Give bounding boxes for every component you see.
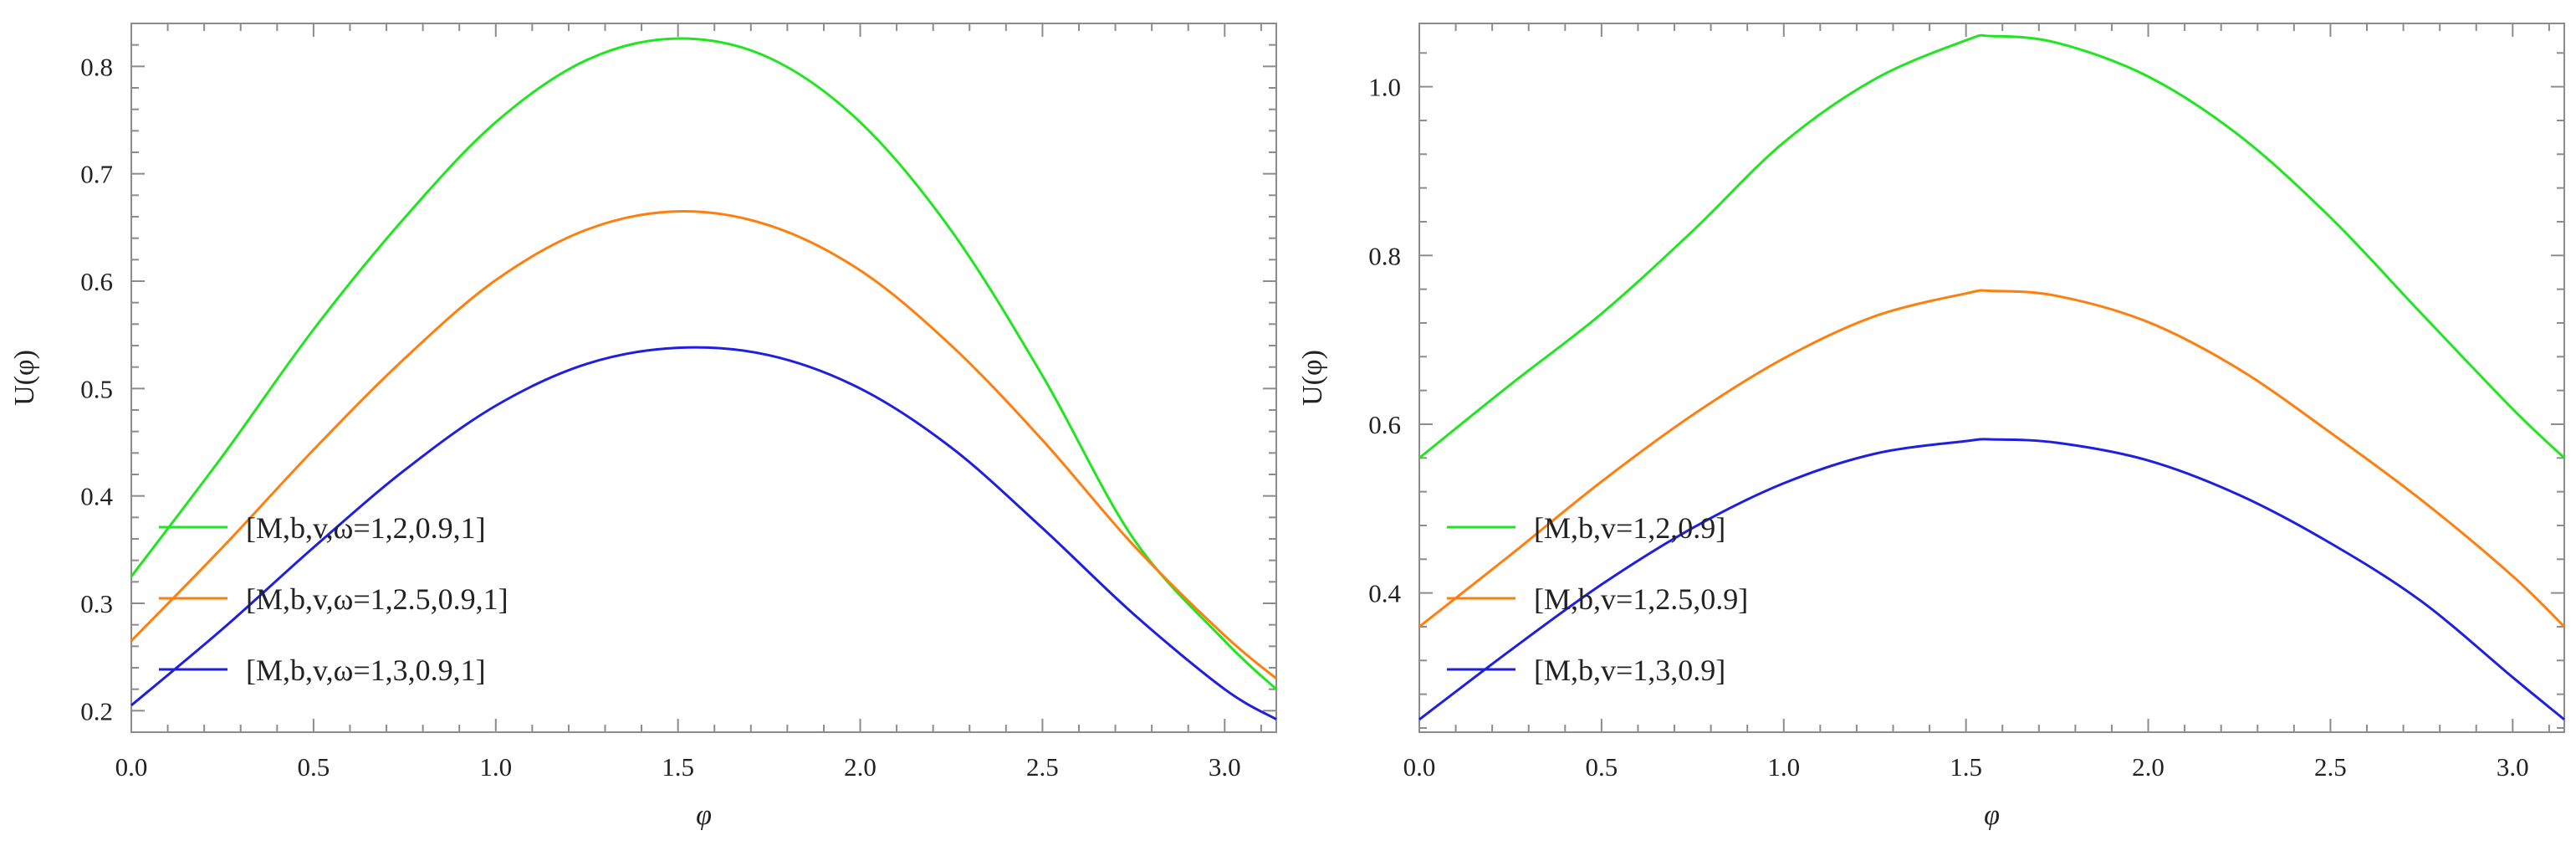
plot-frame [1418,23,2565,733]
series-line-1 [1418,33,2566,459]
x-axis-label: φ [696,800,712,831]
series-line-3 [1418,438,2565,721]
x-tick-label: 0.5 [1586,752,1618,782]
x-tick-label: 1.0 [1767,752,1800,782]
x-tick-label: 1.5 [1950,752,1982,782]
legend-entry: [M,b,v,ω=1,2,0.9,1] [246,511,486,545]
legend-entry: [M,b,v,ω=1,3,0.9,1] [246,654,486,687]
y-tick-label: 0.5 [80,374,113,403]
y-tick-label: 0.2 [80,696,113,725]
legend-entry: [M,b,v=1,3,0.9] [1534,654,1725,687]
y-tick-label: 1.0 [1368,73,1401,102]
x-tick-label: 2.0 [2132,752,2165,782]
x-tick-label: 3.0 [1209,752,1241,782]
x-tick-label: 1.5 [662,752,694,782]
y-tick-label: 0.6 [1368,410,1401,439]
series-line-2 [1418,289,2566,628]
y-tick-label: 0.4 [80,482,113,511]
x-tick-label: 2.0 [844,752,877,782]
x-tick-label: 2.5 [2314,752,2347,782]
series-line-1 [130,37,1278,690]
y-axis-label: U(φ) [9,350,40,406]
legend-entry: [M,b,v=1,2,0.9] [1534,511,1725,545]
y-tick-label: 0.8 [1368,241,1401,270]
y-axis-label: U(φ) [1297,350,1328,406]
x-tick-label: 3.0 [2497,752,2529,782]
legend-entry: [M,b,v=1,2.5,0.9] [1534,582,1748,616]
legend-entry: [M,b,v,ω=1,2.5,0.9,1] [246,582,509,616]
series-line-2 [130,210,1277,679]
y-tick-label: 0.4 [1368,579,1401,608]
chart-panel-left: 0.0 0.5 1.0 1.5 2.0 2.5 3.0 0.2 0.3 0.4 0.5 0.6 0.7 0… [9,23,1278,831]
chart-panel-right: 0.0 0.5 1.0 1.5 2.0 2.5 3.0 0.4 0.6 0.8 1.0 φ U(φ) [M… [1297,23,2566,831]
plot-frame [130,23,1277,733]
x-tick-label: 0.0 [1403,752,1436,782]
x-tick-label: 0.0 [115,752,148,782]
x-axis-label: φ [1984,800,2000,831]
series-line-3 [130,346,1277,720]
y-tick-label: 0.8 [80,52,113,81]
y-tick-label: 0.6 [80,267,113,296]
x-tick-label: 0.5 [298,752,330,782]
y-tick-label: 0.7 [80,160,113,189]
x-tick-label: 2.5 [1026,752,1059,782]
y-tick-label: 0.3 [80,589,113,618]
x-tick-label: 1.0 [479,752,512,782]
